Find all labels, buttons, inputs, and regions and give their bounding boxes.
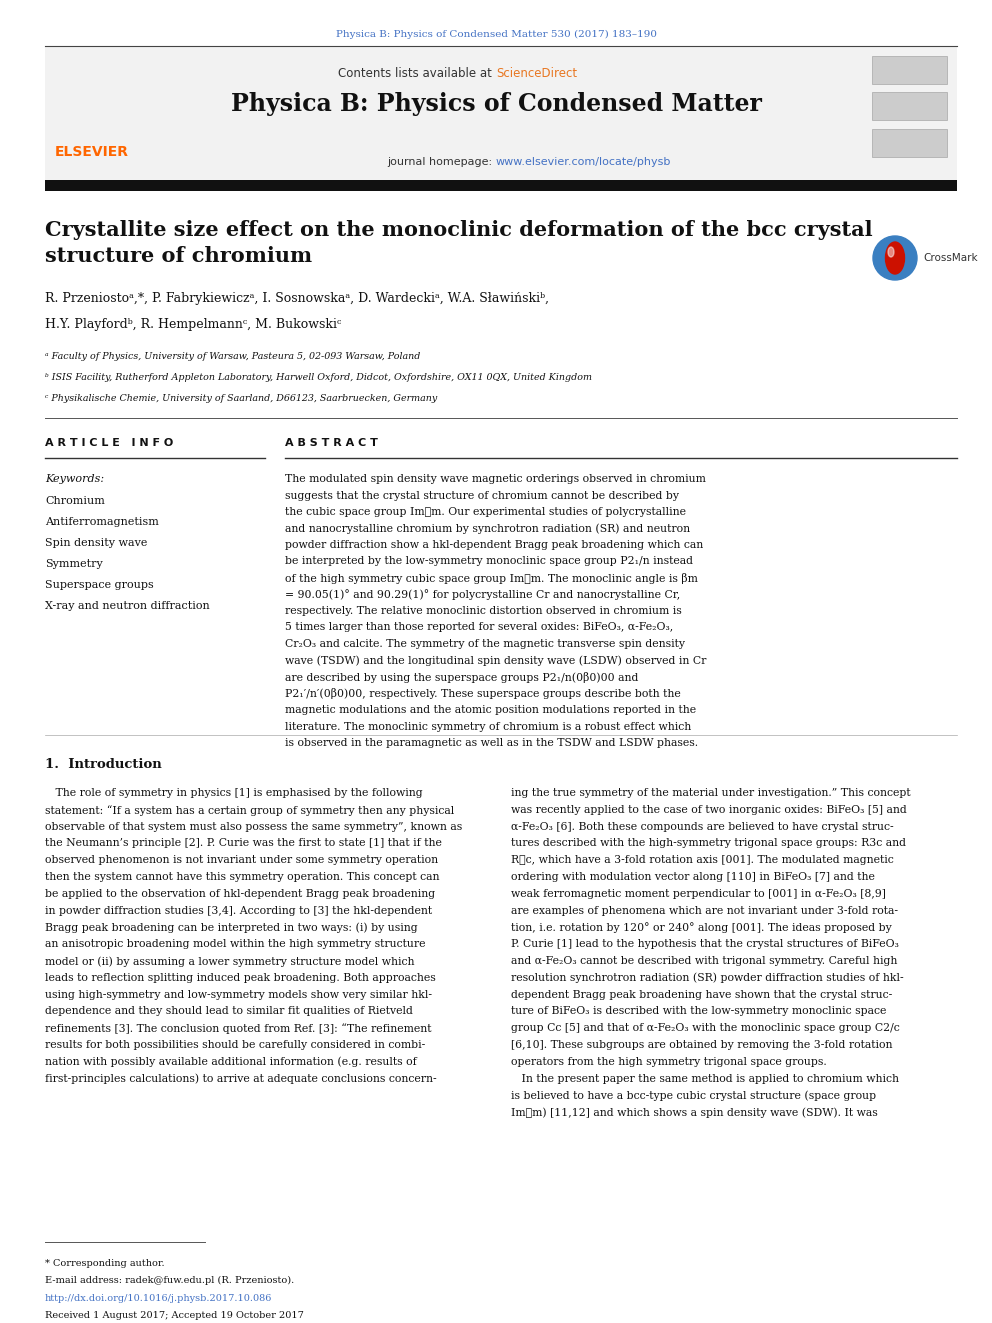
Text: refinements [3]. The conclusion quoted from Ref. [3]: “The refinement: refinements [3]. The conclusion quoted f… — [45, 1023, 432, 1035]
Text: operators from the high symmetry trigonal space groups.: operators from the high symmetry trigona… — [511, 1057, 826, 1066]
Text: is believed to have a bcc-type cubic crystal structure (space group: is believed to have a bcc-type cubic cry… — [511, 1090, 876, 1101]
Text: Keywords:: Keywords: — [45, 474, 104, 484]
Text: observable of that system must also possess the same symmetry”, known as: observable of that system must also poss… — [45, 822, 462, 832]
Text: was recently applied to the case of two inorganic oxides: BiFeO₃ [5] and: was recently applied to the case of two … — [511, 804, 907, 815]
Text: model or (ii) by assuming a lower symmetry structure model which: model or (ii) by assuming a lower symmet… — [45, 957, 415, 967]
Text: an anisotropic broadening model within the high symmetry structure: an anisotropic broadening model within t… — [45, 939, 426, 949]
Text: R. Przeniostoᵃ,*, P. Fabrykiewiczᵃ, I. Sosnowskaᵃ, D. Wardeckiᵃ, W.A. Sławińskiᵇ: R. Przeniostoᵃ,*, P. Fabrykiewiczᵃ, I. S… — [45, 292, 549, 306]
Text: α-Fe₂O₃ [6]. Both these compounds are believed to have crystal struc-: α-Fe₂O₃ [6]. Both these compounds are be… — [511, 822, 894, 832]
Text: Spin density wave: Spin density wave — [45, 538, 148, 548]
Text: Im㎺m) [11,12] and which shows a spin density wave (SDW). It was: Im㎺m) [11,12] and which shows a spin den… — [511, 1107, 878, 1118]
Text: journal homepage:: journal homepage: — [387, 157, 496, 167]
Text: Contents lists available at: Contents lists available at — [338, 67, 496, 79]
Text: results for both possibilities should be carefully considered in combi-: results for both possibilities should be… — [45, 1040, 426, 1050]
Text: statement: “If a system has a certain group of symmetry then any physical: statement: “If a system has a certain gr… — [45, 804, 454, 815]
Text: X-ray and neutron diffraction: X-ray and neutron diffraction — [45, 601, 209, 611]
Text: P. Curie [1] lead to the hypothesis that the crystal structures of BiFeO₃: P. Curie [1] lead to the hypothesis that… — [511, 939, 899, 949]
Text: are examples of phenomena which are not invariant under 3-fold rota-: are examples of phenomena which are not … — [511, 906, 898, 916]
FancyBboxPatch shape — [872, 93, 947, 120]
Circle shape — [873, 235, 917, 280]
Text: = 90.05(1)° and 90.29(1)° for polycrystalline Cr and nanocrystalline Cr,: = 90.05(1)° and 90.29(1)° for polycrysta… — [285, 590, 681, 601]
Text: Physica B: Physics of Condensed Matter: Physica B: Physics of Condensed Matter — [230, 93, 762, 116]
Text: using high-symmetry and low-symmetry models show very similar hkl-: using high-symmetry and low-symmetry mod… — [45, 990, 432, 1000]
Text: group Cc [5] and that of α-Fe₂O₃ with the monoclinic space group C2/c: group Cc [5] and that of α-Fe₂O₃ with th… — [511, 1023, 900, 1033]
Text: resolution synchrotron radiation (SR) powder diffraction studies of hkl-: resolution synchrotron radiation (SR) po… — [511, 972, 904, 983]
Text: weak ferromagnetic moment perpendicular to [001] in α-Fe₂O₃ [8,9]: weak ferromagnetic moment perpendicular … — [511, 889, 886, 898]
Text: dependence and they should lead to similar fit qualities of Rietveld: dependence and they should lead to simil… — [45, 1007, 413, 1016]
Text: ᵃ Faculty of Physics, University of Warsaw, Pasteura 5, 02-093 Warsaw, Poland: ᵃ Faculty of Physics, University of Wars… — [45, 352, 421, 361]
Text: respectively. The relative monoclinic distortion observed in chromium is: respectively. The relative monoclinic di… — [285, 606, 682, 617]
Text: A R T I C L E   I N F O: A R T I C L E I N F O — [45, 438, 174, 448]
Text: ScienceDirect: ScienceDirect — [496, 67, 577, 79]
Text: E-mail address: radek@fuw.edu.pl (R. Przeniosto).: E-mail address: radek@fuw.edu.pl (R. Prz… — [45, 1275, 295, 1285]
Text: are described by using the superspace groups P2₁/n(0β0)00 and: are described by using the superspace gr… — [285, 672, 639, 683]
Text: leads to reflection splitting induced peak broadening. Both approaches: leads to reflection splitting induced pe… — [45, 972, 435, 983]
Text: dependent Bragg peak broadening have shown that the crystal struc-: dependent Bragg peak broadening have sho… — [511, 990, 892, 1000]
Text: magnetic modulations and the atomic position modulations reported in the: magnetic modulations and the atomic posi… — [285, 705, 696, 714]
Text: the cubic space group Im㎺m. Our experimental studies of polycrystalline: the cubic space group Im㎺m. Our experime… — [285, 507, 686, 517]
Text: http://dx.doi.org/10.1016/j.physb.2017.10.086: http://dx.doi.org/10.1016/j.physb.2017.1… — [45, 1294, 273, 1303]
Ellipse shape — [886, 242, 905, 274]
Text: The modulated spin density wave magnetic orderings observed in chromium: The modulated spin density wave magnetic… — [285, 474, 706, 484]
Text: first-principles calculations) to arrive at adequate conclusions concern-: first-principles calculations) to arrive… — [45, 1073, 436, 1084]
Text: ELSEVIER: ELSEVIER — [55, 146, 129, 159]
Text: nation with possibly available additional information (e.g. results of: nation with possibly available additiona… — [45, 1057, 417, 1068]
Text: powder diffraction show a hkl-dependent Bragg peak broadening which can: powder diffraction show a hkl-dependent … — [285, 540, 703, 550]
Text: ᵇ ISIS Facility, Rutherford Appleton Laboratory, Harwell Oxford, Didcot, Oxfords: ᵇ ISIS Facility, Rutherford Appleton Lab… — [45, 373, 592, 382]
Text: * Corresponding author.: * Corresponding author. — [45, 1259, 165, 1267]
Text: Cr₂O₃ and calcite. The symmetry of the magnetic transverse spin density: Cr₂O₃ and calcite. The symmetry of the m… — [285, 639, 685, 650]
Text: The role of symmetry in physics [1] is emphasised by the following: The role of symmetry in physics [1] is e… — [45, 789, 423, 798]
Text: www.elsevier.com/locate/physb: www.elsevier.com/locate/physb — [496, 157, 672, 167]
FancyBboxPatch shape — [872, 130, 947, 157]
Text: 1.  Introduction: 1. Introduction — [45, 758, 162, 771]
Text: literature. The monoclinic symmetry of chromium is a robust effect which: literature. The monoclinic symmetry of c… — [285, 721, 691, 732]
Text: then the system cannot have this symmetry operation. This concept can: then the system cannot have this symmetr… — [45, 872, 439, 882]
Text: of the high symmetry cubic space group Im㎺m. The monoclinic angle is βm: of the high symmetry cubic space group I… — [285, 573, 698, 583]
Text: Symmetry: Symmetry — [45, 560, 103, 569]
Text: the Neumann’s principle [2]. P. Curie was the first to state [1] that if the: the Neumann’s principle [2]. P. Curie wa… — [45, 839, 441, 848]
Text: Received 1 August 2017; Accepted 19 October 2017: Received 1 August 2017; Accepted 19 Octo… — [45, 1311, 304, 1320]
Text: tion, i.e. rotation by 120° or 240° along [001]. The ideas proposed by: tion, i.e. rotation by 120° or 240° alon… — [511, 922, 892, 933]
Text: and α-Fe₂O₃ cannot be described with trigonal symmetry. Careful high: and α-Fe₂O₃ cannot be described with tri… — [511, 957, 898, 966]
Text: Crystallite size effect on the monoclinic deformation of the bcc crystal
structu: Crystallite size effect on the monoclini… — [45, 220, 873, 266]
Text: is observed in the paramagnetic as well as in the TSDW and LSDW phases.: is observed in the paramagnetic as well … — [285, 738, 698, 747]
Text: ᶜ Physikalische Chemie, University of Saarland, D66123, Saarbruecken, Germany: ᶜ Physikalische Chemie, University of Sa… — [45, 394, 437, 404]
Text: Physica B: Physics of Condensed Matter 530 (2017) 183–190: Physica B: Physics of Condensed Matter 5… — [335, 30, 657, 40]
Text: R㎺c, which have a 3-fold rotation axis [001]. The modulated magnetic: R㎺c, which have a 3-fold rotation axis [… — [511, 855, 894, 865]
Ellipse shape — [888, 247, 894, 257]
Text: H.Y. Playfordᵇ, R. Hempelmannᶜ, M. Bukowskiᶜ: H.Y. Playfordᵇ, R. Hempelmannᶜ, M. Bukow… — [45, 318, 341, 331]
Text: wave (TSDW) and the longitudinal spin density wave (LSDW) observed in Cr: wave (TSDW) and the longitudinal spin de… — [285, 655, 706, 665]
Text: Antiferromagnetism: Antiferromagnetism — [45, 517, 159, 527]
Text: Chromium: Chromium — [45, 496, 105, 505]
Text: A B S T R A C T: A B S T R A C T — [285, 438, 378, 448]
FancyBboxPatch shape — [45, 180, 957, 191]
Text: [6,10]. These subgroups are obtained by removing the 3-fold rotation: [6,10]. These subgroups are obtained by … — [511, 1040, 893, 1050]
Text: P2₁′/n′(0β0)00, respectively. These superspace groups describe both the: P2₁′/n′(0β0)00, respectively. These supe… — [285, 688, 681, 700]
Text: ing the true symmetry of the material under investigation.” This concept: ing the true symmetry of the material un… — [511, 789, 911, 798]
Text: CrossMark: CrossMark — [923, 253, 978, 263]
Text: Superspace groups: Superspace groups — [45, 579, 154, 590]
Text: in powder diffraction studies [3,4]. According to [3] the hkl-dependent: in powder diffraction studies [3,4]. Acc… — [45, 906, 433, 916]
Text: In the present paper the same method is applied to chromium which: In the present paper the same method is … — [511, 1073, 899, 1084]
Text: tures described with the high-symmetry trigonal space groups: R3c and: tures described with the high-symmetry t… — [511, 839, 906, 848]
Text: suggests that the crystal structure of chromium cannot be described by: suggests that the crystal structure of c… — [285, 491, 679, 500]
Text: ture of BiFeO₃ is described with the low-symmetry monoclinic space: ture of BiFeO₃ is described with the low… — [511, 1007, 887, 1016]
Text: Bragg peak broadening can be interpreted in two ways: (i) by using: Bragg peak broadening can be interpreted… — [45, 922, 418, 933]
FancyBboxPatch shape — [45, 46, 957, 191]
Text: and nanocrystalline chromium by synchrotron radiation (SR) and neutron: and nanocrystalline chromium by synchrot… — [285, 524, 690, 534]
FancyBboxPatch shape — [872, 56, 947, 83]
Text: ordering with modulation vector along [110] in BiFeO₃ [7] and the: ordering with modulation vector along [1… — [511, 872, 875, 882]
Text: observed phenomenon is not invariant under some symmetry operation: observed phenomenon is not invariant und… — [45, 855, 438, 865]
Text: be interpreted by the low-symmetry monoclinic space group P2₁/n instead: be interpreted by the low-symmetry monoc… — [285, 557, 693, 566]
Text: be applied to the observation of hkl-dependent Bragg peak broadening: be applied to the observation of hkl-dep… — [45, 889, 435, 898]
Text: 5 times larger than those reported for several oxides: BiFeO₃, α-Fe₂O₃,: 5 times larger than those reported for s… — [285, 623, 674, 632]
